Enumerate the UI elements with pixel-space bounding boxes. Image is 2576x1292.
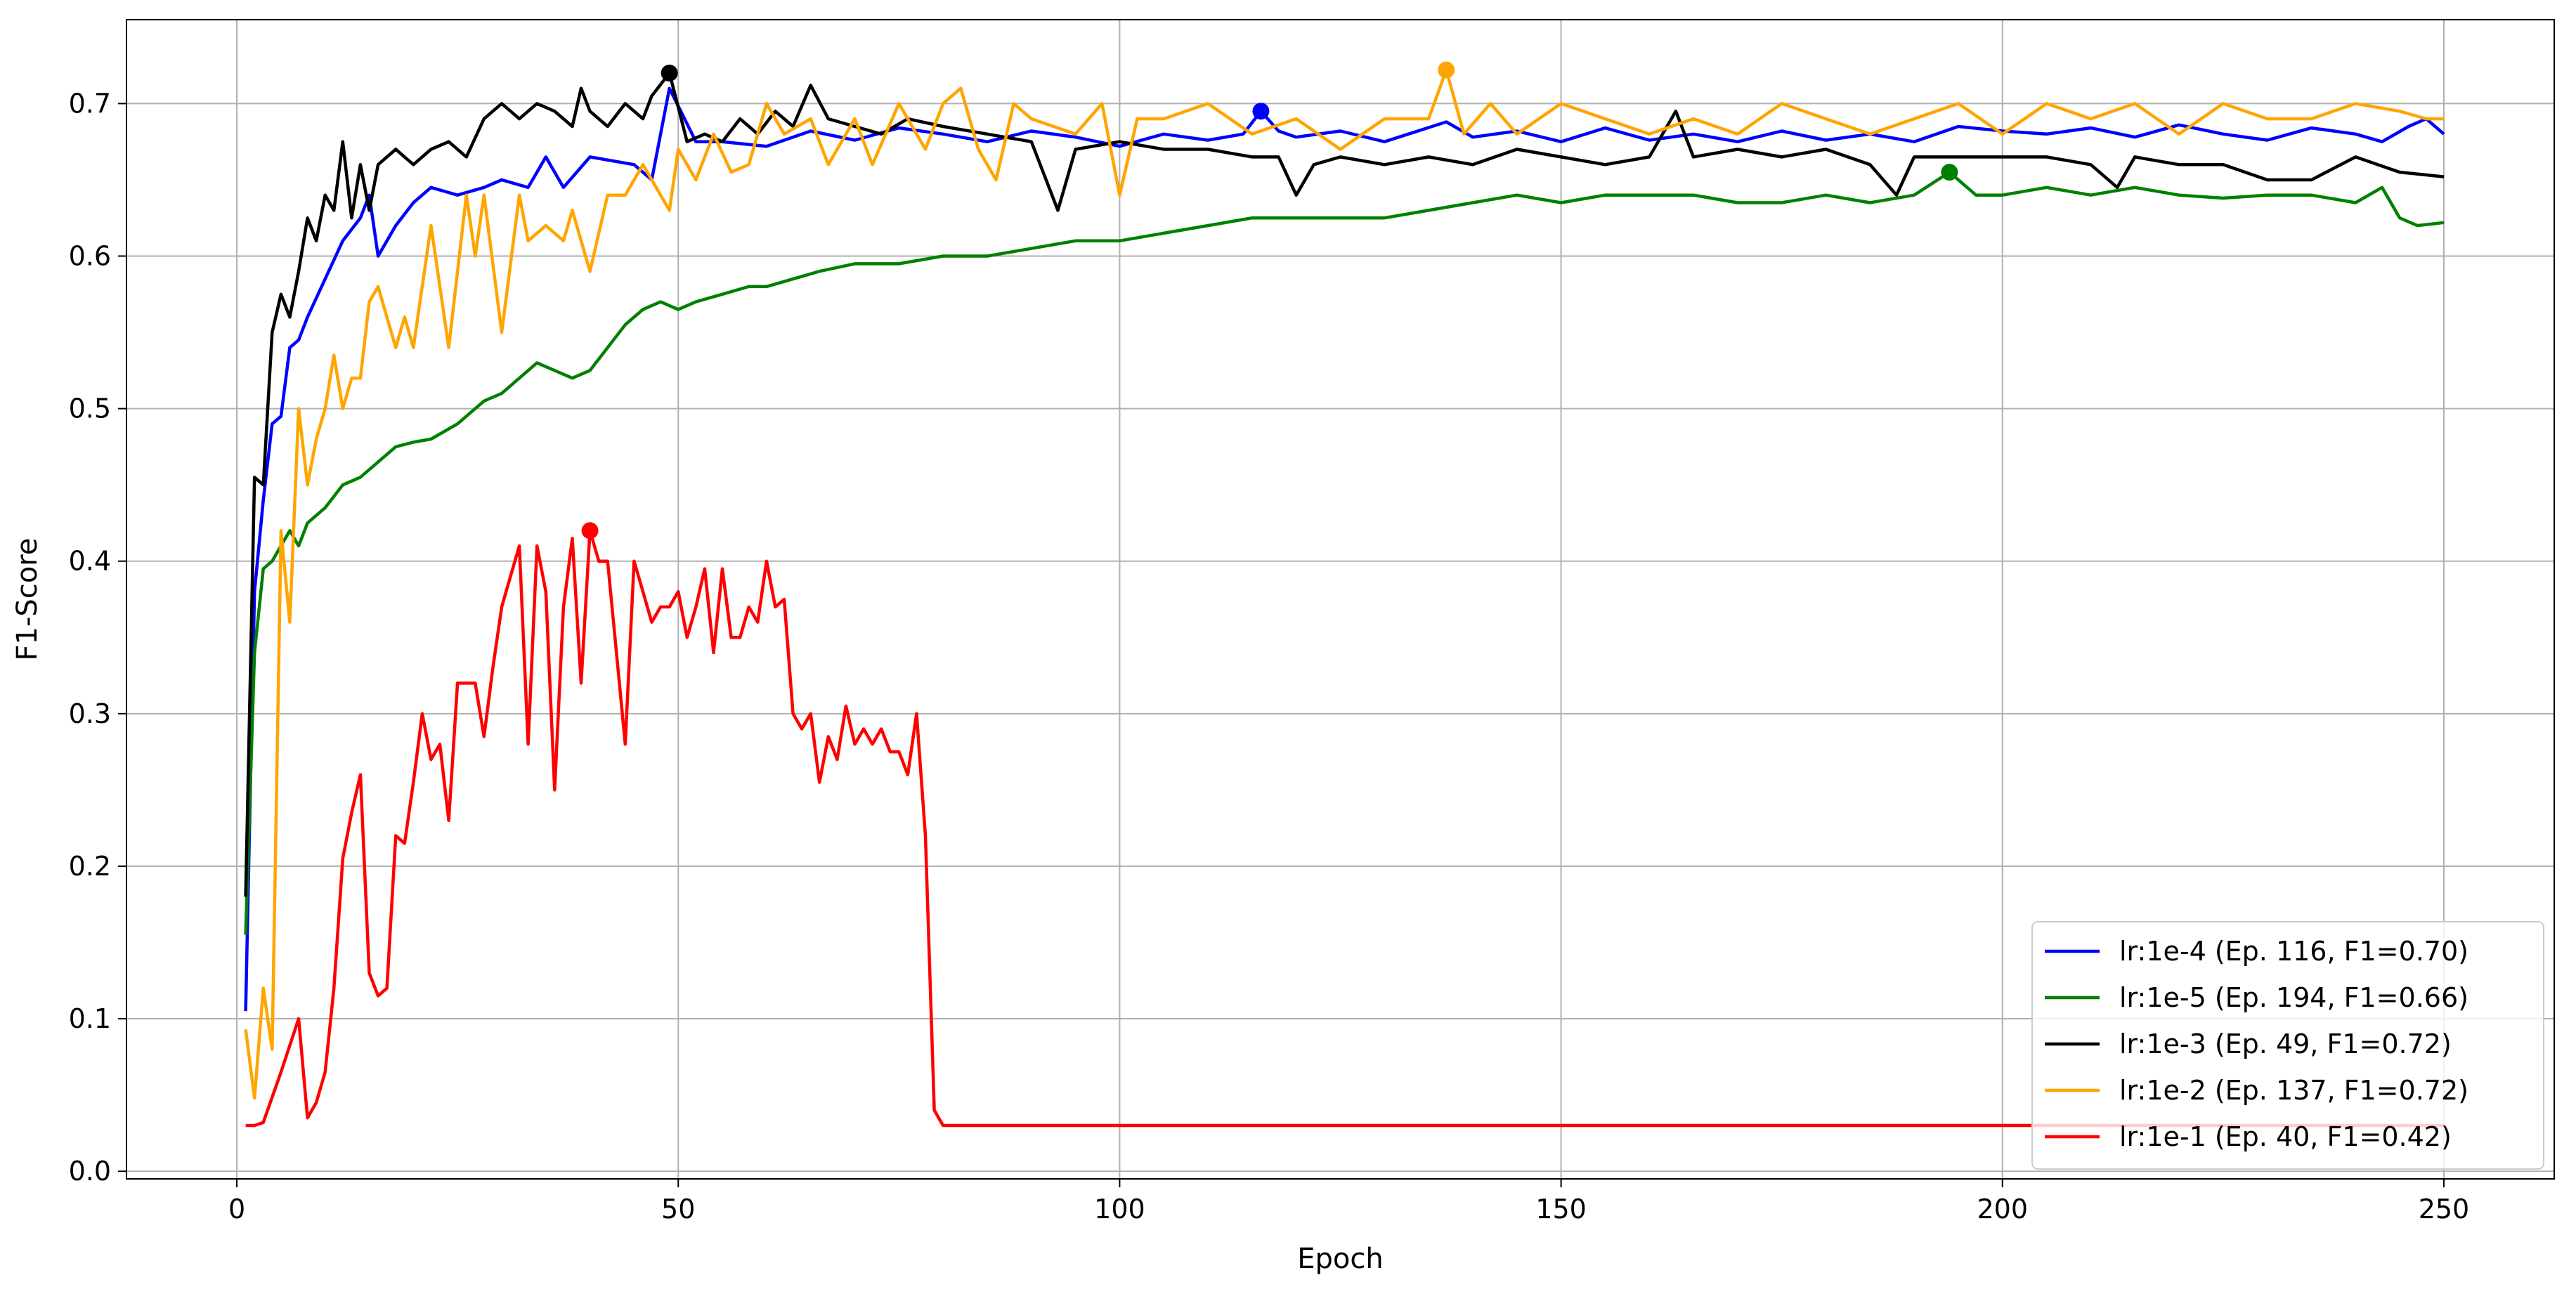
legend: lr:1e-4 (Ep. 116, F1=0.70) lr:1e-5 (Ep. 1…: [2031, 921, 2544, 1170]
x-tick-label: 150: [1535, 1194, 1587, 1225]
series-lines: [244, 68, 2445, 1128]
best-marker-2: [661, 64, 678, 81]
x-tick-label: 50: [661, 1194, 695, 1225]
x-tick-label: 0: [228, 1194, 245, 1225]
y-tick-label: 0.5: [69, 393, 111, 424]
legend-label-3: lr:1e-2 (Ep. 137, F1=0.72): [2119, 1075, 2468, 1106]
best-marker-0: [1252, 103, 1270, 120]
x-tick-label: 100: [1094, 1194, 1145, 1225]
legend-label-1: lr:1e-5 (Ep. 194, F1=0.66): [2119, 982, 2468, 1013]
legend-box: [2031, 921, 2544, 1170]
legend-label-2: lr:1e-3 (Ep. 49, F1=0.72): [2119, 1029, 2452, 1059]
y-tick-label: 0.7: [69, 88, 111, 119]
best-marker-4: [581, 522, 599, 540]
x-axis-label: Epoch: [1297, 1243, 1383, 1275]
y-tick-label: 0.1: [69, 1003, 111, 1034]
gridlines: [126, 20, 2554, 1179]
series-line-1: [244, 170, 2445, 935]
y-tick-label: 0.6: [69, 241, 111, 272]
y-tick-label: 0.0: [69, 1156, 111, 1187]
plot-area-frame: [126, 19, 2555, 1180]
series-line-0: [244, 86, 2445, 1012]
series-line-3: [244, 68, 2444, 1100]
y-tick-label: 0.4: [69, 546, 111, 577]
y-tick-label: 0.3: [69, 698, 111, 729]
y-axis-label: F1-Score: [11, 538, 44, 661]
best-marker-1: [1941, 164, 1958, 181]
axis-ticks: 0 50 100 150 200 250 0.0 0.1 0.2 0.3 0.4 0.5 0.6 0.7: [69, 88, 2470, 1225]
y-tick-label: 0.2: [69, 851, 111, 882]
series-line-2: [244, 71, 2445, 897]
legend-label-4: lr:1e-1 (Ep. 40, F1=0.42): [2119, 1121, 2452, 1152]
x-tick-label: 250: [2419, 1194, 2470, 1225]
x-tick-label: 200: [1977, 1194, 2029, 1225]
series-line-4: [245, 529, 2444, 1128]
legend-label-0: lr:1e-4 (Ep. 116, F1=0.70): [2119, 936, 2468, 967]
best-epoch-markers: [581, 61, 1958, 540]
best-marker-3: [1438, 61, 1455, 79]
